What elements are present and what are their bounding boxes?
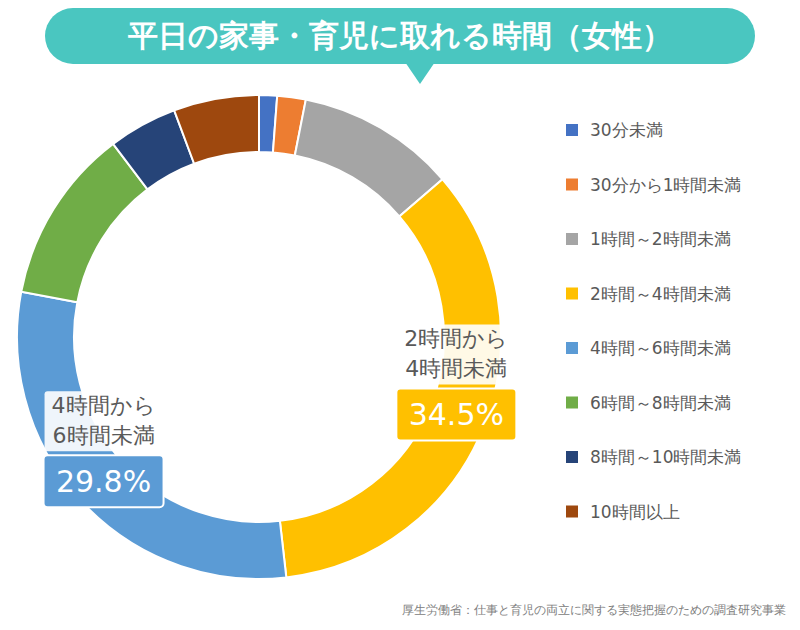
- legend-swatch: [566, 179, 578, 191]
- title-banner: 平日の家事・育児に取れる時間（女性）: [45, 8, 755, 84]
- title-background: [45, 8, 755, 64]
- legend-label: 6時間～8時間未満: [590, 393, 731, 413]
- slice-category-label: 6時間未満: [53, 423, 155, 448]
- legend-swatch: [566, 451, 578, 463]
- legend-swatch: [566, 233, 578, 245]
- value-label-box: [44, 455, 164, 507]
- source: 厚生労働省：仕事と育児の両立に関する実態把握のための調査研究事業: [402, 603, 786, 617]
- legend-label: 1時間～2時間未満: [590, 229, 731, 249]
- legend-swatch: [566, 342, 578, 354]
- legend-swatch: [566, 397, 578, 409]
- value-label-box: [396, 388, 516, 440]
- legend-swatch: [566, 124, 578, 136]
- legend-label: 2時間～4時間未満: [590, 284, 731, 304]
- label-background: [397, 324, 515, 384]
- slice: [21, 144, 147, 302]
- data-label: 34.5%: [409, 397, 504, 432]
- slice-labels: 2時間から 4時間未満 34.5% 4時間から 6時間未満 29.8%: [44, 324, 517, 507]
- legend-label: 30分未満: [590, 120, 663, 140]
- legend-label: 10時間以上: [590, 502, 680, 522]
- legend-swatch: [566, 288, 578, 300]
- slice-label: 2時間から 4時間未満 34.5%: [396, 324, 516, 440]
- slice: [174, 95, 259, 164]
- legend-label: 30分から1時間未満: [590, 175, 741, 195]
- legend-label: 4時間～6時間未満: [590, 338, 731, 358]
- label-background: [45, 391, 163, 451]
- chart: 平日の家事・育児に取れる時間（女性） 2時間から 4時間未満 34.5% 4時間から 6時…: [0, 0, 800, 630]
- legend-swatch: [566, 506, 578, 518]
- legend: 30分未満 30分から1時間未満 1時間～2時間未満 2時間～4時間未満 4時間～6時間…: [566, 120, 741, 522]
- slice-label: 4時間から 6時間未満 29.8%: [44, 391, 164, 507]
- slice-category-label: 4時間から: [52, 393, 156, 418]
- slice-category-label: 2時間から: [404, 326, 508, 351]
- title-pointer: [405, 62, 435, 84]
- slice-category-label: 4時間未満: [405, 356, 507, 381]
- title: 平日の家事・育児に取れる時間（女性）: [127, 18, 672, 53]
- data-label: 29.8%: [56, 464, 151, 499]
- legend-label: 8時間～10時間未満: [590, 447, 741, 467]
- slice: [17, 292, 286, 579]
